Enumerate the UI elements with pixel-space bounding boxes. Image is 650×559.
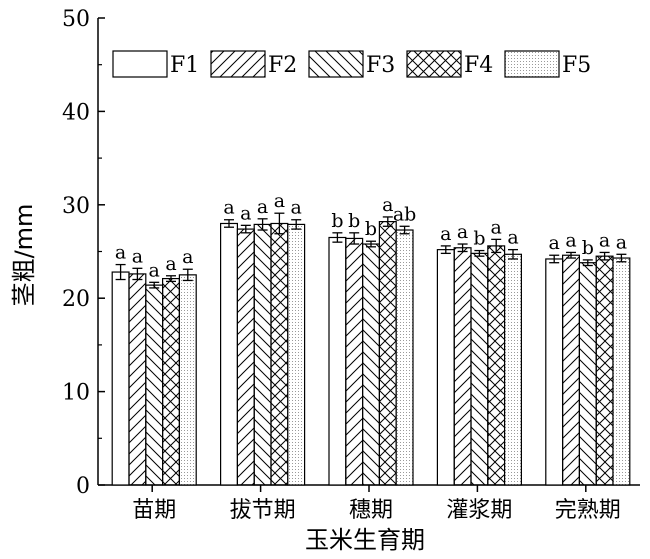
significance-label: a	[132, 245, 143, 267]
significance-label: a	[491, 216, 502, 238]
legend-label: F1	[170, 53, 199, 78]
significance-label: a	[257, 196, 268, 218]
bar	[328, 236, 347, 486]
bar	[378, 221, 397, 486]
significance-label: a	[149, 259, 160, 281]
y-tick-label: 0	[76, 474, 90, 499]
significance-label: a	[616, 231, 627, 253]
bar	[595, 255, 614, 486]
bar	[111, 271, 130, 486]
legend-label: F2	[268, 53, 297, 78]
significance-label: a	[182, 246, 193, 268]
significance-label: a	[240, 202, 251, 224]
bar	[362, 243, 381, 486]
significance-label: a	[165, 253, 176, 275]
legend-label: F5	[562, 53, 591, 78]
bar	[395, 229, 414, 486]
bar	[487, 245, 506, 486]
legend-swatch	[406, 50, 462, 78]
y-tick-label: 30	[62, 194, 90, 219]
bar	[220, 222, 239, 486]
bar	[453, 247, 472, 486]
bar	[561, 254, 580, 486]
legend-swatch	[112, 50, 168, 78]
bar	[470, 252, 489, 486]
x-axis-title: 玉米生育期	[305, 526, 425, 554]
bar	[612, 257, 631, 486]
bar	[345, 237, 364, 486]
y-axis-title: 茎粗/mm	[10, 204, 38, 307]
bar	[270, 222, 289, 486]
legend-swatch	[308, 50, 364, 78]
bar	[287, 223, 306, 486]
bar	[578, 262, 597, 486]
x-tick-label: 灌浆期	[446, 498, 512, 523]
bar	[436, 249, 455, 486]
bar	[162, 277, 181, 486]
legend-swatch	[210, 50, 266, 78]
bar	[178, 274, 197, 486]
significance-label: a	[382, 194, 393, 216]
significance-label: a	[223, 197, 234, 219]
axes: 0 10 20 30 40 50 苗期 拔节期 穗期 灌浆期 完熟期	[62, 7, 640, 523]
legend-label: F3	[366, 53, 395, 78]
significance-label: a	[274, 190, 285, 212]
bar	[253, 223, 272, 486]
significance-label: a	[565, 229, 576, 251]
x-tick-label: 穗期	[349, 498, 393, 523]
significance-label: ab	[393, 203, 417, 225]
bar	[236, 228, 255, 486]
x-tick-label: 完熟期	[555, 498, 621, 523]
significance-label: a	[457, 221, 468, 243]
significance-label: b	[348, 210, 360, 232]
bar	[145, 284, 164, 486]
significance-label: a	[507, 227, 518, 249]
bar	[504, 253, 523, 486]
x-tick-label: 拔节期	[230, 498, 296, 523]
legend-swatch	[504, 50, 560, 78]
significance-label: a	[115, 242, 126, 264]
x-tick-label: 苗期	[132, 498, 176, 523]
y-tick-label: 40	[62, 100, 90, 125]
significance-label: a	[599, 229, 610, 251]
significance-label: a	[291, 197, 302, 219]
significance-label: b	[365, 218, 377, 240]
bars: a aa a aa a a a ab b ba aba a ba a a a b a a	[111, 190, 631, 486]
bar	[545, 258, 564, 486]
legend: F1 F2 F3 F4 F5	[112, 50, 591, 78]
significance-label: a	[440, 223, 451, 245]
y-tick-label: 20	[62, 287, 90, 312]
legend-label: F4	[464, 53, 493, 78]
significance-label: b	[582, 237, 594, 259]
bar	[128, 273, 147, 486]
significance-label: a	[549, 232, 560, 254]
y-tick-label: 50	[62, 7, 90, 32]
y-tick-label: 10	[62, 381, 90, 406]
significance-label: b	[473, 228, 485, 250]
significance-label: b	[331, 210, 343, 232]
